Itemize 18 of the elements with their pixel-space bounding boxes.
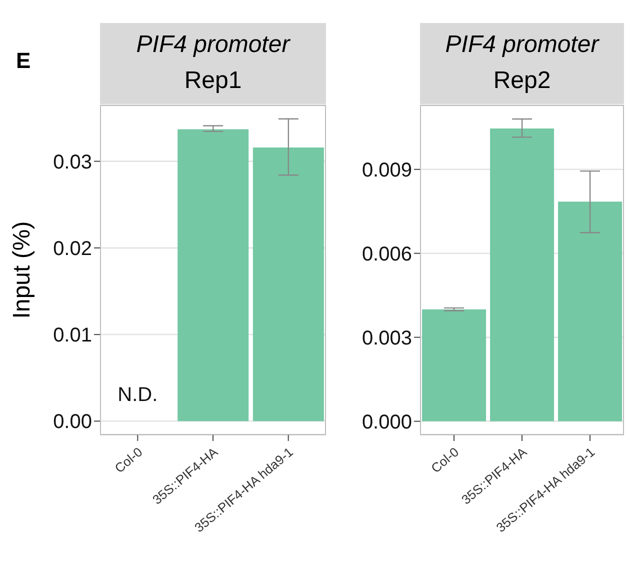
chart-title: PIF4 promoter (135, 30, 292, 60)
annotation: N.D. (118, 384, 158, 406)
chart-title: PIF4 promoter (444, 30, 600, 60)
y-tick-label: 0.03 (53, 151, 92, 174)
text: E (16, 48, 31, 74)
y-tick-label: 0.009 (362, 159, 412, 182)
bar (422, 309, 486, 422)
y-tick-label: 0.000 (362, 411, 412, 434)
chart-subtitle: Rep1 (183, 66, 243, 96)
bar (558, 202, 622, 422)
y-axis-title: Input (%) (9, 221, 37, 319)
y-tick-label: 0.01 (53, 324, 92, 347)
y-tick-label: 0.02 (53, 238, 92, 260)
bar (490, 128, 554, 422)
y-tick-label: 0.00 (53, 411, 92, 434)
y-tick-label: 0.003 (362, 327, 412, 350)
y-tick-label: 0.006 (362, 243, 412, 266)
chart-subtitle: Rep2 (492, 66, 552, 96)
